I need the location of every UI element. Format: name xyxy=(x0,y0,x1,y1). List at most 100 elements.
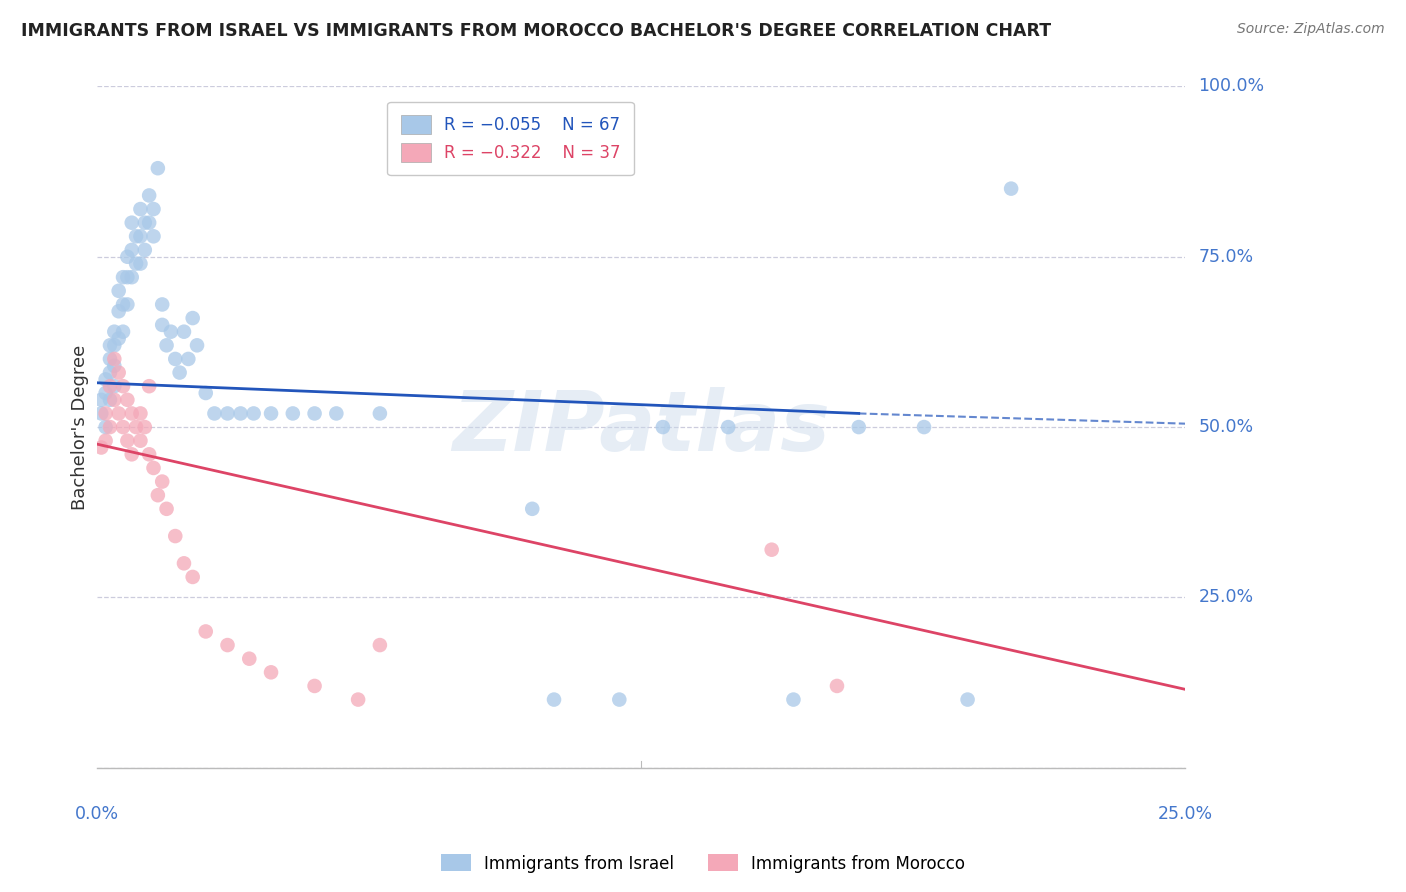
Point xyxy=(94,386,117,401)
Point xyxy=(181,311,204,326)
Point xyxy=(238,651,260,665)
Point xyxy=(169,366,191,380)
Point xyxy=(142,202,165,216)
Point xyxy=(98,420,121,434)
Text: 75.0%: 75.0% xyxy=(1198,248,1253,266)
Point xyxy=(825,679,848,693)
Point xyxy=(717,420,740,434)
Point xyxy=(347,692,370,706)
Point xyxy=(146,488,169,502)
Point xyxy=(217,407,239,421)
Point xyxy=(165,351,187,366)
Point xyxy=(142,461,165,475)
Point xyxy=(121,407,143,421)
Point xyxy=(165,529,187,543)
Point xyxy=(90,407,112,421)
Y-axis label: Bachelor's Degree: Bachelor's Degree xyxy=(72,344,89,509)
Point xyxy=(129,229,152,244)
Point xyxy=(94,407,117,421)
Point xyxy=(103,338,125,352)
Point xyxy=(94,434,117,448)
Point xyxy=(125,420,148,434)
Point xyxy=(146,161,169,176)
Point xyxy=(186,338,208,352)
Point xyxy=(204,407,226,421)
Point xyxy=(129,202,152,216)
Point xyxy=(142,229,165,244)
Point xyxy=(98,338,121,352)
Point xyxy=(117,270,139,285)
Point xyxy=(98,392,121,407)
Point xyxy=(848,420,870,434)
Point xyxy=(112,270,135,285)
Point xyxy=(217,638,239,652)
Text: Source: ZipAtlas.com: Source: ZipAtlas.com xyxy=(1237,22,1385,37)
Text: 25.0%: 25.0% xyxy=(1198,589,1253,607)
Point xyxy=(368,638,391,652)
Point xyxy=(138,188,160,202)
Point xyxy=(112,420,135,434)
Point xyxy=(160,325,183,339)
Legend: R = −0.055    N = 67, R = −0.322    N = 37: R = −0.055 N = 67, R = −0.322 N = 37 xyxy=(387,102,634,175)
Point xyxy=(194,624,217,639)
Point xyxy=(173,325,195,339)
Point xyxy=(782,692,804,706)
Text: 0.0%: 0.0% xyxy=(75,805,120,823)
Point xyxy=(761,542,783,557)
Point xyxy=(103,379,125,393)
Point xyxy=(121,447,143,461)
Point xyxy=(117,250,139,264)
Point xyxy=(103,392,125,407)
Point xyxy=(651,420,673,434)
Point xyxy=(150,297,173,311)
Point xyxy=(912,420,935,434)
Point xyxy=(281,407,304,421)
Point xyxy=(304,407,326,421)
Point xyxy=(173,557,195,571)
Point xyxy=(260,407,283,421)
Point xyxy=(325,407,347,421)
Point xyxy=(138,216,160,230)
Point xyxy=(607,692,630,706)
Point xyxy=(155,501,177,516)
Point xyxy=(107,366,129,380)
Point xyxy=(121,216,143,230)
Point xyxy=(90,392,112,407)
Text: 25.0%: 25.0% xyxy=(1157,805,1213,823)
Point xyxy=(177,351,200,366)
Point xyxy=(112,379,135,393)
Point xyxy=(117,392,139,407)
Point xyxy=(107,331,129,345)
Point xyxy=(112,325,135,339)
Point xyxy=(956,692,979,706)
Point xyxy=(181,570,204,584)
Point xyxy=(94,372,117,386)
Point xyxy=(155,338,177,352)
Point xyxy=(107,284,129,298)
Legend: Immigrants from Israel, Immigrants from Morocco: Immigrants from Israel, Immigrants from … xyxy=(434,847,972,880)
Point xyxy=(150,318,173,332)
Point xyxy=(150,475,173,489)
Point xyxy=(112,297,135,311)
Point xyxy=(94,420,117,434)
Point xyxy=(134,243,156,257)
Point xyxy=(98,379,121,393)
Point xyxy=(125,256,148,270)
Point xyxy=(107,304,129,318)
Point xyxy=(90,441,112,455)
Point xyxy=(134,420,156,434)
Point xyxy=(260,665,283,680)
Point xyxy=(98,366,121,380)
Point xyxy=(138,379,160,393)
Text: IMMIGRANTS FROM ISRAEL VS IMMIGRANTS FROM MOROCCO BACHELOR'S DEGREE CORRELATION : IMMIGRANTS FROM ISRAEL VS IMMIGRANTS FRO… xyxy=(21,22,1052,40)
Point xyxy=(117,297,139,311)
Text: 50.0%: 50.0% xyxy=(1198,418,1253,436)
Point xyxy=(121,270,143,285)
Point xyxy=(129,434,152,448)
Point xyxy=(107,407,129,421)
Point xyxy=(103,325,125,339)
Point xyxy=(103,351,125,366)
Point xyxy=(125,229,148,244)
Point xyxy=(129,256,152,270)
Point xyxy=(304,679,326,693)
